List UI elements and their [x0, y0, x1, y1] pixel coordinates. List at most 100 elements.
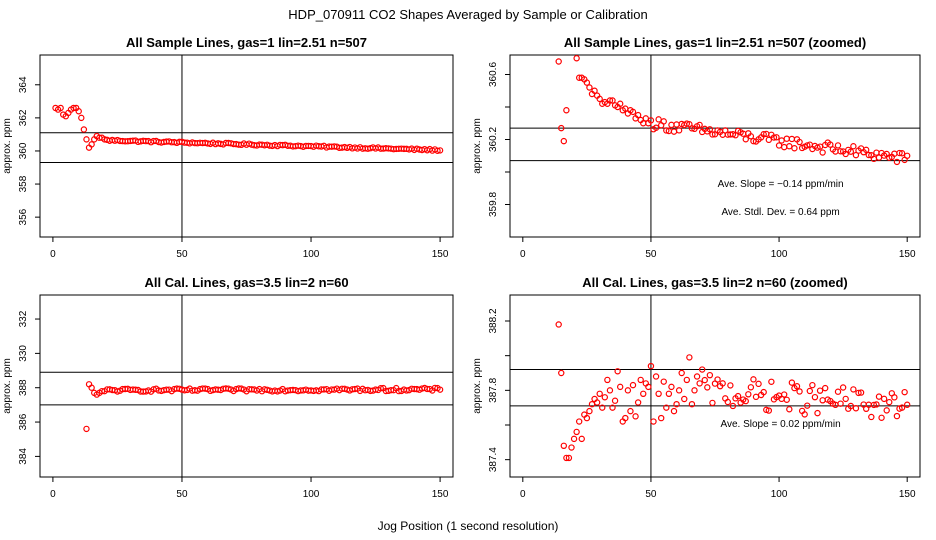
data-point	[675, 387, 683, 394]
chart-panel-3: All Cal. Lines, gas=3.5 lin=2 n=60 0 50 100…	[2, 275, 454, 500]
data-point	[652, 373, 660, 380]
data-point	[377, 385, 384, 392]
data-point	[387, 386, 395, 394]
data-point	[747, 384, 755, 391]
figure-title: HDP_070911 CO2 Shapes Averaged by Sample…	[288, 7, 647, 22]
y-tick-label: 356	[18, 208, 29, 225]
y-tick-label: 387.8	[488, 377, 499, 402]
data-point	[850, 143, 857, 150]
data-point	[675, 127, 683, 134]
data-point	[873, 149, 880, 156]
data-point	[57, 104, 64, 112]
data-point	[688, 125, 696, 132]
data-point	[583, 414, 591, 422]
data-point	[839, 384, 847, 391]
data-point	[880, 395, 888, 403]
data-point	[786, 143, 793, 150]
data-point	[596, 390, 603, 397]
data-point	[70, 104, 77, 112]
data-point	[570, 435, 578, 443]
data-point	[558, 124, 565, 132]
data-point	[816, 387, 824, 394]
chart-panel-2: All Sample Lines, gas=1 lin=2.51 n=507 (…	[472, 35, 921, 260]
data-point	[660, 118, 667, 125]
data-point	[673, 121, 680, 128]
data-point	[714, 376, 721, 383]
data-point	[837, 400, 844, 407]
data-point	[878, 414, 885, 421]
data-point	[809, 381, 816, 389]
data-point	[593, 399, 601, 406]
data-point	[891, 394, 898, 401]
data-point	[655, 116, 662, 123]
chart-title: All Cal. Lines, gas=3.5 lin=2 n=60	[144, 275, 348, 290]
data-point	[591, 87, 598, 94]
data-point	[698, 366, 706, 373]
data-point	[686, 354, 693, 361]
data-point	[862, 146, 870, 154]
data-point	[793, 383, 801, 390]
data-point	[634, 111, 642, 119]
x-tick-label: 100	[303, 489, 320, 500]
data-point	[629, 381, 637, 389]
data-point	[734, 392, 742, 400]
data-point	[750, 376, 757, 383]
data-point	[819, 397, 826, 404]
data-point	[83, 136, 90, 143]
data-point	[88, 384, 95, 391]
data-point	[696, 121, 703, 129]
y-axis-label: approx. ppm	[2, 358, 13, 414]
data-point	[583, 79, 591, 86]
data-point	[806, 387, 814, 395]
chart-panel-4: All Cal. Lines, gas=3.5 lin=2 n=60 (zoom…	[472, 275, 921, 500]
data-point	[796, 388, 803, 395]
data-point	[709, 399, 716, 407]
data-point	[696, 380, 703, 387]
chart-annotation: Ave. Slope = −0.14 ppm/min	[718, 179, 844, 190]
data-point	[616, 100, 624, 107]
data-point	[760, 388, 767, 396]
data-point	[847, 402, 855, 410]
x-tick-label: 50	[645, 489, 657, 500]
data-point	[80, 126, 88, 133]
data-point	[88, 141, 95, 148]
data-point	[883, 407, 890, 414]
data-point	[201, 385, 209, 392]
plot-frame	[39, 54, 454, 238]
chart-annotation: Ave. Slope = 0.02 ppm/min	[721, 419, 841, 430]
data-point	[83, 425, 90, 433]
data-point	[783, 396, 790, 403]
x-tick-label: 50	[176, 249, 188, 260]
data-point	[683, 120, 691, 127]
data-point	[857, 389, 865, 396]
data-point	[657, 414, 665, 422]
data-point	[773, 134, 780, 141]
y-tick-label: 358	[18, 175, 29, 192]
data-point	[865, 151, 872, 159]
y-tick-label: 362	[18, 109, 29, 126]
x-tick-label: 150	[899, 489, 916, 500]
data-point	[683, 376, 691, 384]
data-point	[898, 150, 906, 157]
x-tick-label: 150	[432, 489, 449, 500]
data-point	[640, 390, 647, 397]
data-point	[796, 138, 803, 146]
data-point	[609, 404, 616, 411]
data-point	[436, 147, 444, 154]
data-point	[893, 412, 901, 420]
data-point	[555, 321, 562, 328]
data-point	[668, 383, 675, 391]
data-point	[563, 107, 570, 114]
x-tick-label: 100	[771, 249, 788, 260]
data-point	[768, 378, 775, 385]
data-point	[434, 147, 441, 154]
data-point	[821, 384, 829, 392]
x-tick-label: 150	[432, 249, 449, 260]
data-point	[783, 135, 790, 142]
data-point	[719, 380, 726, 387]
data-point	[599, 404, 606, 411]
data-point	[681, 395, 688, 403]
data-point	[573, 55, 580, 62]
data-point	[75, 108, 82, 115]
chart-panel-1: All Sample Lines, gas=1 lin=2.51 n=507 0 5…	[2, 35, 454, 260]
